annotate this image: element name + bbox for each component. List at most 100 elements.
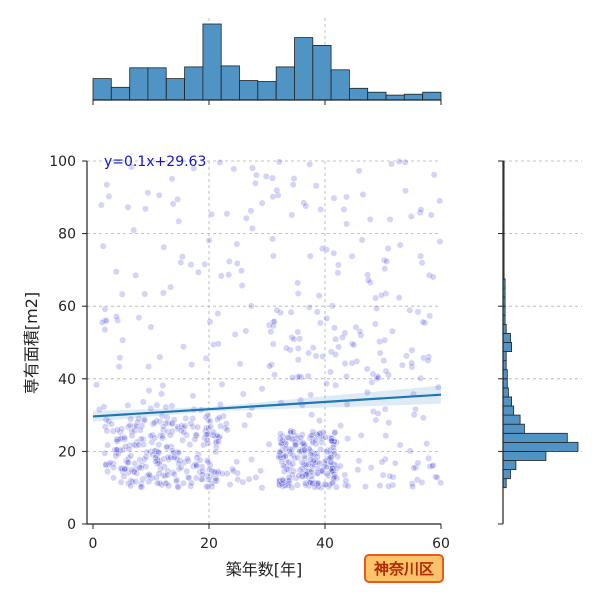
scatter-point (214, 340, 222, 348)
x-histogram-bar (367, 91, 387, 101)
scatter-point (118, 425, 126, 433)
scatter-point (145, 387, 153, 394)
scatter-point (180, 343, 187, 351)
scatter-point (179, 436, 187, 444)
scatter-point (322, 433, 329, 441)
scatter-point (229, 465, 236, 473)
scatter-point (170, 448, 178, 456)
scatter-point (308, 472, 316, 480)
scatter-point (137, 483, 145, 491)
scatter-point (316, 417, 323, 425)
scatter-point (139, 475, 147, 483)
scatter-point (258, 484, 266, 492)
scatter-point (216, 159, 224, 166)
scatter-point (341, 329, 349, 337)
scatter-point (382, 290, 390, 297)
x-histogram-bar (422, 91, 442, 101)
scatter-point (300, 452, 308, 460)
scatter-point (341, 471, 349, 479)
scatter-point (118, 465, 126, 473)
scatter-point (165, 482, 173, 490)
scatter-point (419, 318, 427, 326)
scatter-point (279, 477, 287, 485)
scatter-point (147, 404, 155, 412)
scatter-point (433, 473, 441, 481)
scatter-point (238, 267, 245, 275)
scatter-point (217, 422, 225, 430)
scatter-point (117, 478, 125, 486)
scatter-point (145, 478, 153, 485)
scatter-point (309, 480, 317, 487)
x-histogram-bar (202, 23, 222, 101)
scatter-point (102, 423, 109, 431)
scatter-point (367, 464, 375, 471)
scatter-point (300, 446, 308, 454)
scatter-point (282, 344, 290, 352)
scatter-point (287, 427, 295, 435)
scatter-point (307, 456, 315, 464)
scatter-point (275, 158, 283, 166)
scatter-point (329, 443, 337, 451)
scatter-point (430, 461, 437, 469)
scatter-point (379, 471, 387, 479)
scatter-point (212, 477, 219, 485)
scatter-point (289, 428, 297, 436)
scatter-point (310, 457, 317, 465)
scatter-point (357, 432, 365, 439)
scatter-point (113, 446, 121, 454)
scatter-point (418, 259, 426, 267)
scatter-point (273, 186, 281, 194)
scatter-point (408, 480, 416, 488)
scatter-point (142, 453, 150, 461)
scatter-point (359, 191, 367, 198)
scatter-point (121, 465, 129, 473)
scatter-point (288, 471, 296, 479)
scatter-point (233, 458, 241, 466)
y-histogram-bar (502, 387, 509, 398)
x-histogram-bar (385, 94, 405, 101)
scatter-point (289, 460, 297, 468)
scatter-point (156, 353, 164, 361)
scatter-point (292, 474, 300, 482)
scatter-point (127, 452, 135, 460)
scatter-point (395, 294, 403, 301)
scatter-point (242, 214, 250, 222)
scatter-point (289, 435, 296, 443)
y-histogram-bar (502, 332, 511, 343)
scatter-point (285, 458, 293, 466)
scatter-point (377, 291, 385, 299)
scatter-point (124, 458, 131, 466)
scatter-point (424, 357, 432, 364)
x-histogram-bar (92, 78, 112, 101)
scatter-point (202, 413, 210, 421)
scatter-point (155, 441, 163, 449)
scatter-point (292, 442, 299, 450)
scatter-point (194, 450, 202, 458)
scatter-point (364, 271, 371, 279)
scatter-point (363, 365, 371, 373)
scatter-point (418, 479, 426, 486)
scatter-point (192, 431, 200, 439)
scatter-point (380, 357, 388, 364)
scatter-point (117, 464, 125, 472)
scatter-point (316, 319, 324, 327)
scatter-point (269, 193, 277, 201)
scatter-point (177, 259, 185, 266)
scatter-point (226, 481, 234, 488)
scatter-point (155, 191, 163, 199)
scatter-point (104, 441, 112, 449)
scatter-point (327, 368, 334, 376)
scatter-panel: 0 20 40 60 0 20 40 60 80 100 y=0.1x+29.63 (49, 154, 450, 552)
scatter-point (155, 460, 163, 467)
scatter-point (305, 349, 312, 357)
scatter-point (410, 464, 418, 472)
scatter-point (348, 252, 356, 260)
scatter-point (135, 464, 143, 471)
scatter-point (202, 424, 210, 432)
scatter-point (183, 431, 191, 439)
scatter-point (313, 481, 321, 488)
scatter-point (417, 252, 424, 260)
scatter-point (327, 459, 335, 466)
scatter-point (391, 459, 399, 467)
scatter-point (124, 401, 132, 409)
